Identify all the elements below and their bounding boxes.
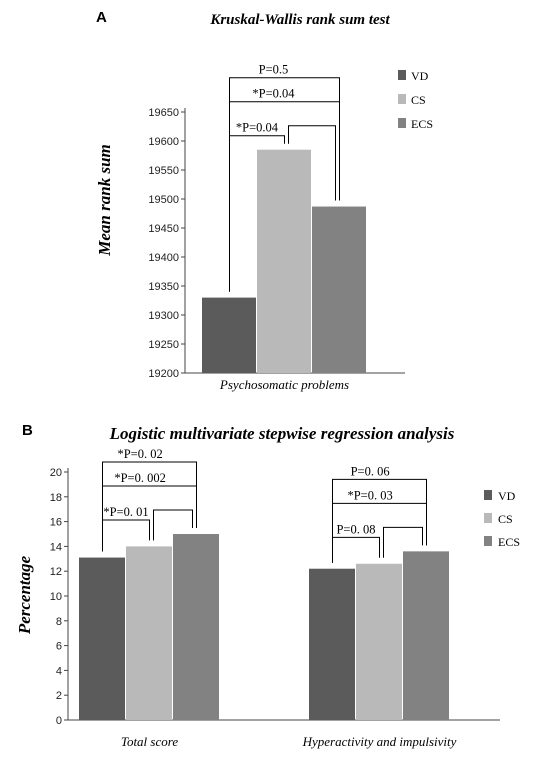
chart-a-title: Kruskal-Wallis rank sum test xyxy=(209,12,390,28)
chart-a-bar-vd xyxy=(202,297,256,373)
chart-b-significance-bracket xyxy=(153,509,193,541)
chart-b-y-tick-label: 16 xyxy=(50,517,62,529)
chart-b-legend-swatch-vd xyxy=(484,490,492,500)
chart-b-plot: 0 2 4 6 8 10 12 14 16 18 20 Total score Hyperactivit… xyxy=(50,447,520,749)
chart-a-significance-label: *P=0.04 xyxy=(252,87,295,101)
chart-b-significance-label: P=0. 06 xyxy=(351,464,390,478)
chart-b-y-tick-label: 18 xyxy=(50,492,62,504)
chart-a-legend-swatch-ecs xyxy=(398,118,406,128)
chart-a-y-tick-label: 19250 xyxy=(148,339,179,351)
chart-b-bar-ecs xyxy=(403,551,449,720)
chart-b-legend-swatch-cs xyxy=(484,513,492,523)
chart-b-significance-bracket xyxy=(332,536,380,563)
chart-b-y-tick-label: 4 xyxy=(56,665,62,677)
chart-b-legend-label-vd: VD xyxy=(498,489,516,503)
chart-b-y-tick-label: 10 xyxy=(50,591,62,603)
chart-b-legend-label-cs: CS xyxy=(498,512,513,526)
chart-b-bar-ecs xyxy=(173,534,219,720)
panel-b-letter: B xyxy=(22,422,33,439)
chart-a-y-tick-label: 19500 xyxy=(148,194,179,206)
chart-b-significance-label: *P=0. 002 xyxy=(114,471,166,485)
chart-b-title: Logistic multivariate stepwise regressio… xyxy=(109,424,455,443)
chart-b-legend-label-ecs: ECS xyxy=(498,535,520,549)
chart-b-y-tick-label: 2 xyxy=(56,690,62,702)
chart-a-legend-label-ecs: ECS xyxy=(411,117,433,131)
panel-a-letter: A xyxy=(96,9,107,26)
chart-a-y-tick-label: 19200 xyxy=(148,368,179,380)
chart-a-y-tick-label: 19650 xyxy=(148,107,179,119)
chart-b-category-label: Total score xyxy=(121,734,178,749)
chart-b-bar-cs xyxy=(356,563,402,720)
chart-b-bar-vd xyxy=(79,557,125,720)
chart-a-y-tick-label: 19350 xyxy=(148,281,179,293)
chart-b-significance-label: *P=0. 02 xyxy=(117,447,162,461)
chart-a-legend-label-cs: CS xyxy=(411,93,426,107)
chart-b-significance-bracket xyxy=(102,461,197,552)
chart-a-bar-ecs xyxy=(312,206,366,373)
chart-a-legend-label-vd: VD xyxy=(411,69,429,83)
chart-a-y-tick-label: 19450 xyxy=(148,223,179,235)
chart-a-y-tick-label: 19300 xyxy=(148,310,179,322)
chart-b-y-tick-label: 14 xyxy=(50,541,62,553)
chart-b-category-label: Hyperactivity and impulsivity xyxy=(302,734,457,749)
chart-b-y-tick-label: 0 xyxy=(56,715,62,727)
chart-b-bar-vd xyxy=(309,568,355,720)
chart-a-significance-bracket xyxy=(229,77,340,292)
chart-a-plot: 19200 19250 19300 19350 19400 19450 19500 19550… xyxy=(148,63,433,392)
chart-a-y-tick-label: 19400 xyxy=(148,252,179,264)
chart-b-y-tick-label: 8 xyxy=(56,616,62,628)
chart-b-significance-bracket xyxy=(383,526,423,558)
chart-b-significance-label: P=0. 08 xyxy=(336,522,375,536)
chart-b-significance-label: *P=0. 01 xyxy=(103,505,148,519)
chart-a-legend-swatch-vd xyxy=(398,70,406,80)
chart-a-y-tick-label: 19600 xyxy=(148,136,179,148)
chart-a-bar-cs xyxy=(257,149,311,373)
chart-b-y-axis-label: Percentage xyxy=(15,555,34,635)
chart-a-category-label: Psychosomatic problems xyxy=(219,377,349,392)
chart-b-y-tick-label: 6 xyxy=(56,641,62,653)
chart-b-significance-label: *P=0. 03 xyxy=(347,488,392,502)
chart-b-bar-cs xyxy=(126,546,172,720)
chart-b-y-tick-label: 12 xyxy=(50,566,62,578)
chart-a-legend-swatch-cs xyxy=(398,94,406,104)
chart-a-significance-bracket xyxy=(288,125,336,201)
chart-b-significance-bracket xyxy=(332,478,427,563)
chart-a-significance-label: *P=0.04 xyxy=(236,121,279,135)
chart-a-y-tick-label: 19550 xyxy=(148,165,179,177)
chart-a-y-axis-label: Mean rank sum xyxy=(95,144,114,256)
chart-b-legend-swatch-ecs xyxy=(484,536,492,546)
chart-a-significance-label: P=0.5 xyxy=(259,63,289,77)
chart-b-y-tick-label: 20 xyxy=(50,467,62,479)
